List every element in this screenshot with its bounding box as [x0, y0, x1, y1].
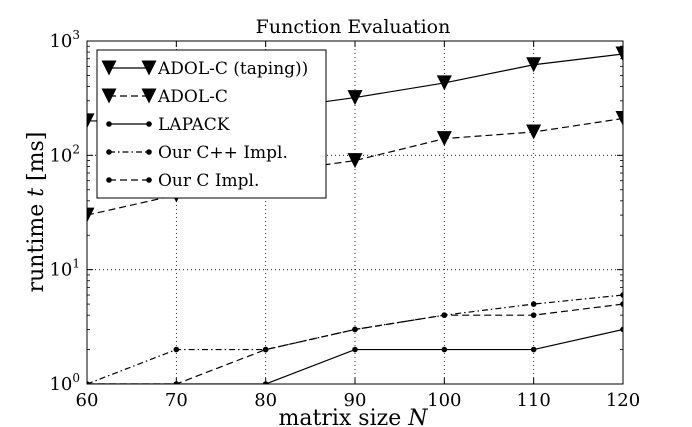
ticks [86, 40, 624, 385]
legend-marker [101, 60, 117, 76]
data-point [87, 113, 95, 129]
data-point [615, 46, 623, 62]
y-tick-label: 101 [49, 257, 80, 281]
legend-marker [146, 121, 152, 127]
y-tick-labels: 100 101 102 103 [49, 28, 80, 395]
legend-marker [146, 177, 152, 183]
data-point [615, 110, 623, 126]
x-axis-label: matrix size N [279, 406, 429, 427]
data-point [87, 381, 90, 384]
legend-marker [106, 149, 112, 155]
x-tick-label: 110 [516, 390, 550, 411]
data-point [530, 312, 537, 318]
legend-marker [141, 60, 157, 76]
data-point [526, 124, 542, 140]
legend-label: ADOL-C (taping)) [157, 59, 308, 79]
data-point [352, 346, 358, 353]
data-point [441, 346, 448, 353]
legend-label: Our C++ Impl. [158, 143, 288, 163]
data-point [352, 326, 358, 333]
data-point [436, 131, 452, 147]
data-point [526, 57, 542, 73]
data-point [441, 312, 448, 318]
data-point [262, 346, 269, 353]
x-tick-label: 60 [76, 390, 99, 411]
legend-marker [106, 177, 112, 183]
legend-label: Our C Impl. [158, 171, 259, 191]
y-tick-label: 103 [49, 28, 80, 52]
data-point [347, 153, 363, 169]
chart-title: Function Evaluation [256, 16, 451, 38]
legend-marker [146, 149, 152, 155]
series-5 [87, 301, 623, 384]
legend-marker [101, 88, 117, 104]
legend-marker [141, 88, 157, 104]
data-point [173, 346, 180, 353]
x-tick-label: 70 [165, 390, 188, 411]
y-tick-label: 100 [49, 371, 80, 395]
legend-label: ADOL-C [157, 87, 228, 107]
y-tick-label: 102 [49, 142, 80, 166]
x-tick-label: 90 [344, 390, 367, 411]
data-point [530, 301, 537, 307]
legend-label: LAPACK [158, 115, 230, 135]
data-point [436, 75, 452, 91]
y-axis-label: runtime t [ms] [24, 132, 49, 293]
data-point [87, 207, 95, 223]
legend-marker [106, 121, 112, 127]
x-tick-label: 80 [254, 390, 277, 411]
data-point [530, 346, 537, 353]
data-point [347, 90, 363, 106]
x-tick-label: 100 [427, 390, 461, 411]
legend: ADOL-C (taping)) ADOL-C LAPACK Our C++ Impl… [96, 49, 327, 199]
x-tick-labels: 60 70 80 90 100 110 120 [76, 390, 641, 411]
x-tick-label: 120 [606, 390, 640, 411]
